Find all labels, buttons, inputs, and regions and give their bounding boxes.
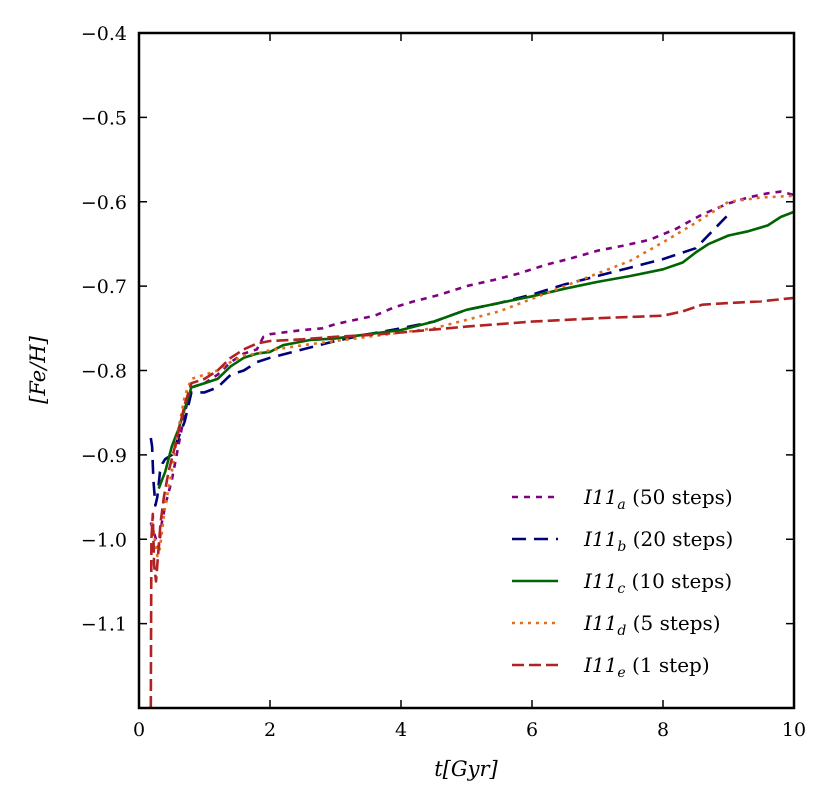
legend-entry-b: I11b (20 steps) xyxy=(583,527,733,555)
y-tick-label: −0.8 xyxy=(81,361,127,383)
series-line-d xyxy=(150,194,794,558)
y-axis-label: [Fe/H] xyxy=(26,335,50,403)
y-tick-label: −0.9 xyxy=(81,445,127,467)
series-layer xyxy=(149,190,794,708)
x-tick-label: 6 xyxy=(526,719,538,741)
legend-entry-a: I11a (50 steps) xyxy=(583,485,733,513)
legend: I11a (50 steps) I11b (20 steps) I11c (10 s… xyxy=(512,485,733,681)
y-tick-label: −1.1 xyxy=(81,614,127,636)
y-tick-label: −1.0 xyxy=(81,529,127,551)
x-tick-label: 4 xyxy=(395,719,407,741)
y-tick-label: −0.7 xyxy=(81,276,127,298)
x-tick-label: 2 xyxy=(264,719,276,741)
plot-frame xyxy=(137,31,796,710)
x-tick-label: 8 xyxy=(657,719,669,741)
legend-entry-e: I11e (1 step) xyxy=(583,653,710,681)
legend-entry-d: I11d (5 steps) xyxy=(583,611,721,639)
x-tick-label: 10 xyxy=(782,719,806,741)
x-axis-label: t[Gyr] xyxy=(434,757,498,781)
y-tick-label: −0.5 xyxy=(81,107,127,129)
y-tick-label: −0.4 xyxy=(81,23,127,45)
series-line-b xyxy=(149,213,730,507)
legend-entry-c: I11c (10 steps) xyxy=(583,569,732,597)
y-tick-label: −0.6 xyxy=(81,192,127,214)
ticks-layer: 0 2 4 6 8 10 −1.1 −1.0 −0.9 −0.8 −0.7 −0.6 −0.5 −0.4 xyxy=(81,23,806,741)
x-tick-label: 0 xyxy=(133,719,145,741)
